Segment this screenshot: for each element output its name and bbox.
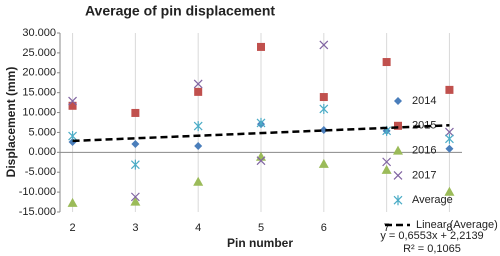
legend-label: Average [412, 194, 453, 206]
trendline [72, 124, 450, 143]
point [256, 151, 266, 161]
y-tick-label: 15.000 [22, 87, 56, 99]
x-tick-label: 8 [446, 222, 452, 234]
x-tick-label: 6 [321, 222, 327, 234]
point [319, 93, 328, 102]
point [131, 139, 140, 148]
point [318, 158, 329, 168]
y-tick-label: 25.000 [22, 47, 56, 59]
legend-label: 2017 [412, 169, 436, 181]
point [256, 156, 266, 166]
point [393, 195, 403, 206]
point [257, 42, 265, 51]
point [393, 145, 403, 155]
y-tick-label: 5.000 [28, 126, 56, 138]
point [194, 141, 203, 150]
point [445, 133, 454, 144]
point [381, 164, 392, 174]
y-tick-label: 0.000 [28, 146, 56, 158]
y-tick-label: -15.000 [19, 206, 56, 218]
y-axis-title: Displacement (mm) [4, 67, 18, 178]
y-tick-label: 20.000 [22, 67, 56, 79]
x-axis-title: Pin number [227, 236, 293, 250]
point [131, 108, 140, 117]
point [194, 87, 203, 96]
x-tick-label: 5 [258, 222, 264, 234]
trendline-equation: y = 0,6553x + 2,2139 [380, 230, 483, 242]
y-tick-label: 30.000 [22, 27, 56, 39]
legend-label: 2016 [412, 145, 436, 157]
x-tick-label: 3 [132, 222, 138, 234]
point [394, 121, 402, 130]
x-tick-label: 2 [70, 222, 76, 234]
point [68, 101, 77, 110]
trendline-r2: R² = 0,1065 [403, 243, 461, 255]
point [193, 121, 203, 132]
y-tick-label: 10.000 [22, 106, 56, 118]
point [130, 159, 140, 170]
point [256, 117, 266, 128]
point [193, 79, 203, 89]
point [319, 40, 329, 50]
legend-label: 2014 [412, 95, 436, 107]
point [444, 186, 455, 196]
point [130, 192, 140, 202]
point [394, 97, 402, 105]
point [319, 103, 329, 114]
point [68, 96, 77, 106]
point [319, 126, 328, 135]
y-tick-label: -10.000 [19, 186, 56, 198]
legend-label: Linear (Average) [416, 219, 498, 231]
point [382, 58, 391, 67]
x-tick-label: 7 [384, 222, 390, 234]
point [382, 157, 392, 167]
y-tick-label: -5.000 [25, 166, 56, 178]
point [130, 196, 141, 206]
point [445, 144, 454, 153]
x-tick-label: 4 [195, 222, 201, 234]
chart-title: Average of pin displacement [85, 3, 275, 19]
point [445, 127, 454, 137]
point [193, 176, 204, 186]
point [68, 131, 77, 142]
point [67, 197, 78, 207]
point [393, 170, 403, 180]
point [445, 85, 454, 94]
